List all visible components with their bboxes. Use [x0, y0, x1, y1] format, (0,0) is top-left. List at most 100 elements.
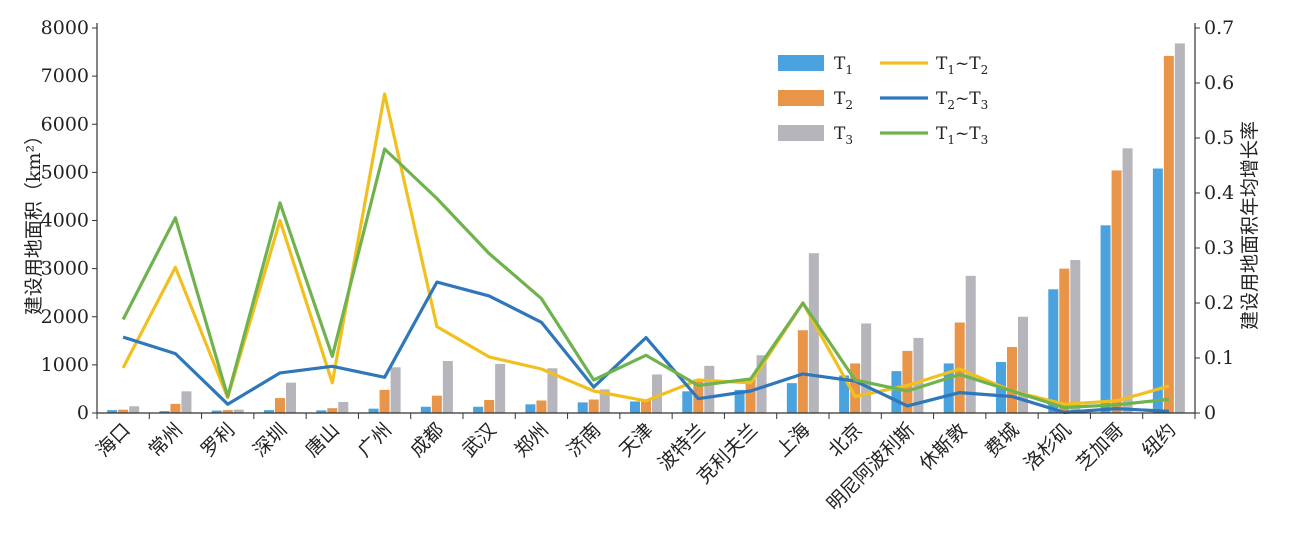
legend-label: T1~T2	[936, 54, 988, 77]
bar-T2-广州	[379, 389, 390, 413]
bar-T2-海口	[118, 409, 129, 413]
line-T1~T2	[121, 92, 1170, 406]
bar-T2-常州	[170, 403, 181, 413]
bar-T1-洛杉矶	[1048, 289, 1059, 413]
legend-label: T3	[834, 124, 853, 147]
bar-T1-芝加哥	[1100, 225, 1111, 413]
bar-T3-成都	[442, 361, 453, 413]
bar-T2-武汉	[484, 400, 495, 413]
y2-tick-label: 0	[1204, 402, 1216, 424]
y-tick-label: 0	[77, 402, 89, 424]
x-tick-label: 上海	[772, 419, 814, 461]
bar-T3-广州	[390, 367, 401, 413]
bar-T3-海口	[129, 406, 140, 413]
bar-T3-唐山	[338, 401, 349, 413]
legend-swatch-T1	[778, 55, 824, 71]
bar-T2-成都	[431, 395, 442, 413]
legend: T1 T2 T3 T1~T2 T2~T3 T1~T3	[778, 54, 988, 147]
bar-T2-深圳	[275, 398, 285, 413]
bar-T1-海口	[107, 410, 118, 413]
bar-T1-武汉	[473, 406, 484, 413]
bar-T2-济南	[588, 399, 599, 413]
x-tick-label: 罗利	[197, 419, 239, 461]
bar-T3-休斯敦	[965, 275, 976, 413]
x-tick-label: 济南	[563, 419, 605, 461]
x-tick-label: 芝加哥	[1072, 419, 1128, 475]
y-tick-label: 8000	[41, 17, 89, 39]
y-tick-label: 5000	[41, 161, 89, 183]
legend-label: T1~T3	[936, 124, 988, 147]
y2-tick-label: 0.3	[1204, 237, 1234, 259]
bar-T2-唐山	[327, 408, 338, 413]
x-tick-label: 广州	[354, 419, 396, 461]
y-tick-label: 1000	[41, 354, 89, 376]
legend-label: T2	[834, 89, 853, 112]
x-tick-label: 洛杉矶	[1020, 419, 1076, 475]
x-tick-label: 纽约	[1138, 419, 1180, 461]
bar-T2-洛杉矶	[1059, 268, 1070, 413]
bar-T1-唐山	[316, 410, 327, 413]
bar-T2-北京	[850, 363, 861, 413]
bar-T3-明尼阿波利斯	[913, 337, 924, 413]
legend-swatch-T2	[778, 90, 824, 106]
bar-marks	[107, 43, 1185, 414]
x-tick-label: 费城	[981, 419, 1023, 461]
bar-T3-上海	[808, 253, 819, 413]
x-tick-label: 唐山	[301, 419, 343, 461]
bar-T3-洛杉矶	[1070, 259, 1081, 413]
y2-tick-label: 0.5	[1204, 127, 1234, 149]
bar-T1-天津	[630, 401, 640, 413]
x-tick-label: 北京	[824, 419, 866, 461]
x-tick-label: 常州	[145, 419, 187, 461]
bar-T2-罗利	[222, 410, 233, 413]
bar-T1-济南	[577, 402, 588, 413]
line-T2~T3	[122, 280, 1169, 414]
y-axis-title: 建设用地面积（km²）	[23, 126, 45, 315]
bar-T3-罗利	[233, 409, 244, 413]
bar-T1-波特兰	[682, 391, 693, 413]
y-tick-label: 6000	[41, 113, 89, 135]
x-tick-label: 休斯敦	[915, 419, 971, 475]
bar-T1-深圳	[264, 410, 274, 413]
bar-T1-成都	[420, 406, 431, 413]
bar-T1-明尼阿波利斯	[891, 371, 902, 413]
bar-T3-芝加哥	[1122, 148, 1133, 413]
x-tick-label: 海口	[92, 419, 134, 461]
bar-T1-纽约	[1152, 168, 1163, 413]
bar-T2-芝加哥	[1111, 170, 1122, 413]
bar-T3-费城	[1018, 316, 1028, 413]
bar-T1-北京	[839, 375, 850, 413]
bar-T2-上海	[797, 330, 808, 413]
bar-T2-费城	[1007, 347, 1017, 413]
x-tick-label: 郑州	[511, 419, 553, 461]
bar-T2-纽约	[1163, 55, 1174, 413]
legend-label: T2~T3	[936, 89, 988, 112]
bar-T3-常州	[181, 391, 192, 413]
x-tick-label: 深圳	[249, 419, 291, 461]
y2-axis-title: 建设用地面积年均增长率	[1239, 121, 1261, 330]
line-marks	[121, 92, 1170, 414]
bar-T3-武汉	[495, 363, 506, 413]
y-tick-label: 4000	[41, 210, 89, 232]
bar-T2-波特兰	[693, 379, 704, 413]
x-tick-label: 天津	[615, 419, 657, 461]
legend-swatch-T3	[778, 125, 824, 141]
bar-T2-明尼阿波利斯	[902, 350, 913, 413]
y2-tick-label: 0.6	[1204, 72, 1234, 94]
bar-T1-克利夫兰	[734, 389, 745, 413]
y-tick-label: 3000	[41, 258, 89, 280]
bar-T3-北京	[861, 323, 872, 413]
y2-tick-label: 0.1	[1204, 347, 1234, 369]
legend-label: T1	[834, 54, 853, 77]
bar-T3-济南	[599, 389, 610, 413]
bar-T3-波特兰	[704, 365, 715, 413]
bar-T1-上海	[786, 383, 797, 413]
x-tick-label: 武汉	[458, 419, 500, 461]
bar-T2-克利夫兰	[745, 378, 756, 413]
bar-T2-郑州	[536, 400, 547, 413]
y-tick-label: 2000	[41, 306, 89, 328]
bar-T1-广州	[368, 408, 379, 413]
bar-T3-天津	[652, 374, 662, 413]
y2-tick-label: 0.7	[1204, 17, 1234, 39]
